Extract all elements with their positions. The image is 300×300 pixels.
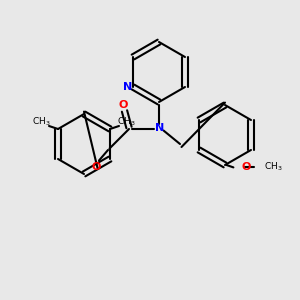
Text: CH$_3$: CH$_3$ bbox=[32, 115, 51, 128]
Text: O: O bbox=[118, 100, 128, 110]
Text: N: N bbox=[155, 123, 164, 134]
Text: N: N bbox=[123, 82, 132, 92]
Text: O: O bbox=[91, 161, 101, 172]
Text: CH$_3$: CH$_3$ bbox=[264, 161, 283, 173]
Text: CH$_3$: CH$_3$ bbox=[117, 115, 136, 128]
Text: O: O bbox=[242, 162, 251, 172]
